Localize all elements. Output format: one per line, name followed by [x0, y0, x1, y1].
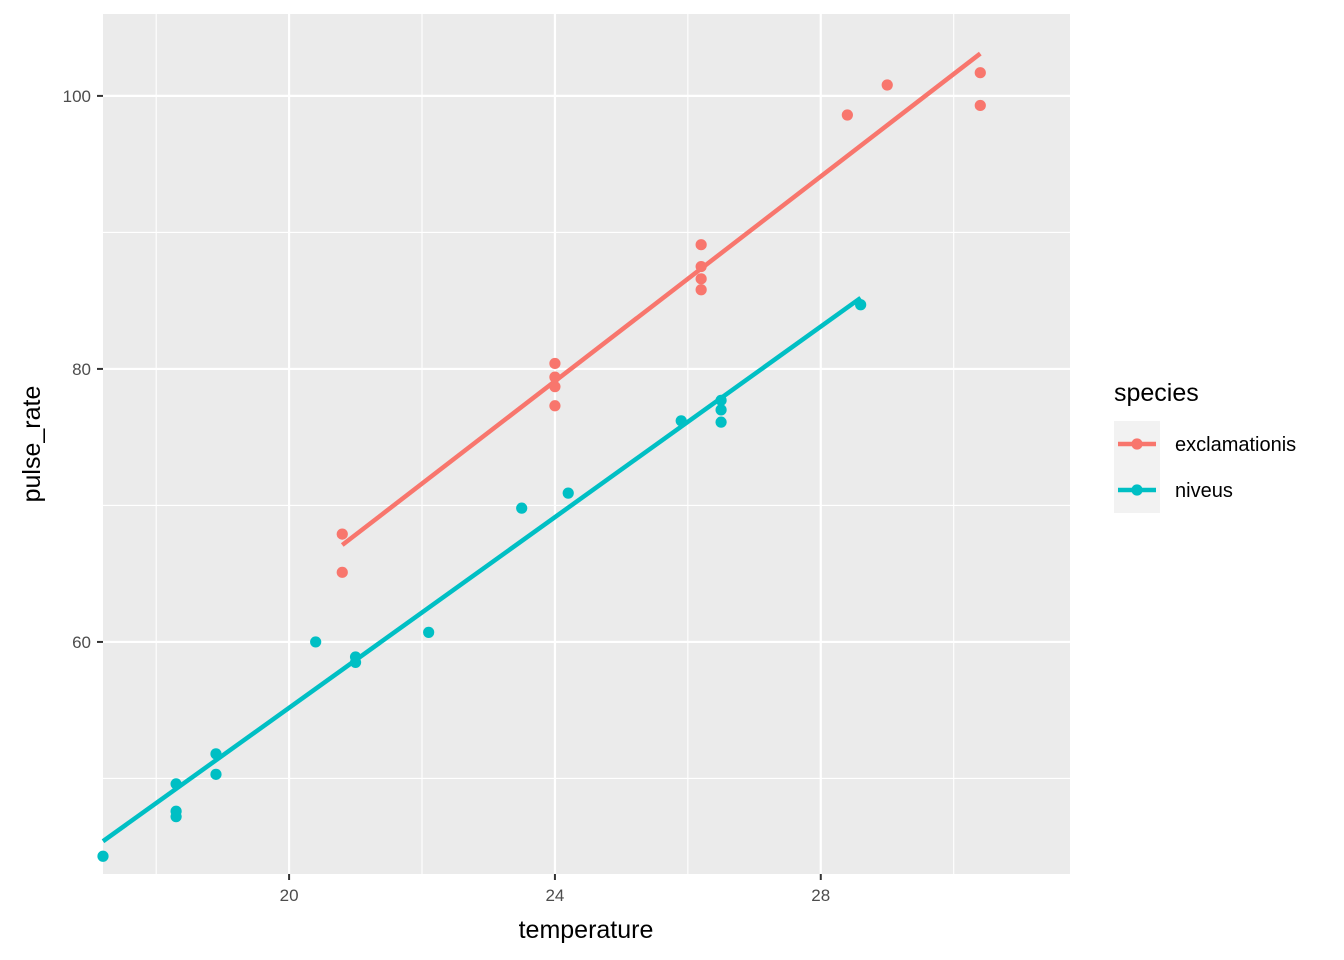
- point-niveus: [516, 502, 528, 514]
- point-exclamationis: [695, 239, 707, 251]
- minor-gridlines: [103, 14, 1070, 874]
- point-exclamationis: [974, 99, 986, 112]
- axis-ticks: 20 24 28 60 80 100: [63, 87, 831, 905]
- point-exclamationis: [695, 260, 707, 273]
- point-exclamationis: [881, 79, 893, 91]
- point-niveus: [97, 850, 109, 862]
- legend-label-exclamationis: exclamationis: [1175, 434, 1296, 456]
- point-exclamationis: [549, 371, 561, 383]
- legend-key-point-niveus: [1131, 484, 1143, 496]
- point-exclamationis: [336, 566, 348, 578]
- point-exclamationis: [549, 357, 561, 370]
- point-niveus: [855, 299, 867, 311]
- regression-lines: [101, 51, 982, 844]
- point-exclamationis: [974, 67, 986, 79]
- point-niveus: [210, 768, 222, 780]
- major-gridlines: [103, 14, 1070, 874]
- point-exclamationis: [841, 109, 853, 121]
- point-niveus: [562, 487, 574, 499]
- y-tick-label: 80: [72, 360, 91, 379]
- fit-line-niveus: [101, 296, 862, 844]
- point-exclamationis: [549, 381, 561, 393]
- y-tick-label: 60: [72, 633, 91, 652]
- point-niveus: [715, 416, 727, 428]
- point-exclamationis: [336, 528, 348, 540]
- data-points: [97, 67, 986, 862]
- point-niveus: [310, 636, 322, 648]
- plot-panel: [103, 14, 1070, 874]
- point-niveus: [210, 748, 222, 760]
- point-niveus: [715, 404, 727, 416]
- legend: species exclamationis niveus: [1114, 379, 1296, 513]
- point-exclamationis: [549, 400, 561, 412]
- legend-key-point-exclamationis: [1131, 438, 1143, 450]
- point-niveus: [423, 626, 435, 638]
- y-tick-label: 100: [63, 87, 91, 106]
- legend-label-niveus: niveus: [1175, 480, 1233, 502]
- fit-line-exclamationis: [340, 51, 982, 547]
- x-axis-title: temperature: [519, 916, 654, 944]
- point-niveus: [715, 394, 727, 406]
- point-niveus: [675, 415, 687, 427]
- y-axis-title: pulse_rate: [18, 386, 46, 503]
- point-niveus: [349, 651, 362, 663]
- x-tick-label: 24: [545, 886, 564, 905]
- legend-title: species: [1114, 379, 1199, 407]
- point-niveus: [170, 778, 182, 790]
- x-tick-label: 28: [811, 886, 830, 905]
- point-niveus: [170, 805, 182, 817]
- x-tick-label: 20: [280, 886, 299, 905]
- point-exclamationis: [695, 273, 707, 285]
- point-exclamationis: [695, 284, 707, 296]
